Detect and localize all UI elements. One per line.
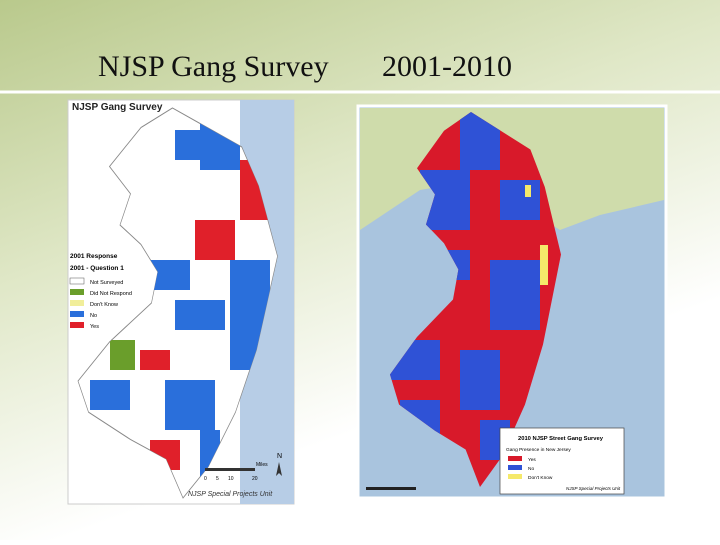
legend-swatch — [508, 456, 522, 461]
map-2001-title: NJSP Gang Survey — [72, 102, 163, 113]
legend-item: No — [90, 313, 97, 319]
legend-item: Don't Know — [528, 475, 553, 481]
legend-item: Did Not Respond — [90, 291, 132, 297]
map-2010-legend: 2010 NJSP Street Gang Survey Gang Presen… — [499, 427, 625, 495]
map-2001-legend: 2001 Response 2001 - Question 1 Not Surv… — [69, 253, 132, 330]
scale-label: 5 — [216, 476, 219, 482]
map-2001-scale: 0 5 10 20 Miles N — [204, 453, 282, 482]
map-2010-scale-bar — [366, 487, 416, 490]
legend-swatch — [70, 300, 84, 306]
legend-credit: NJSP Special Projects Unit — [566, 486, 621, 491]
legend-swatch — [70, 289, 84, 295]
scale-label: 10 — [228, 476, 234, 482]
legend-item: Not Surveyed — [90, 280, 123, 286]
legend-swatch — [70, 311, 84, 317]
legend-subtitle: Gang Presence in New Jersey — [506, 447, 571, 453]
legend-item: Yes — [528, 457, 536, 463]
north-arrow-shape — [276, 462, 282, 476]
legend-title: 2001 Response — [70, 253, 118, 260]
legend-item: No — [528, 466, 534, 472]
scale-unit: Miles — [256, 462, 268, 468]
legend-item: Don't Know — [90, 302, 118, 308]
map-2010-regions — [390, 112, 548, 460]
legend-subtitle: 2001 - Question 1 — [70, 265, 124, 272]
legend-swatch — [70, 322, 84, 328]
scale-label: 20 — [252, 476, 258, 482]
north-arrow: N — [277, 453, 282, 460]
legend-item: Yes — [90, 324, 99, 330]
scale-bar — [205, 468, 255, 471]
legend-swatch — [508, 465, 522, 470]
legend-swatch — [69, 277, 85, 285]
map-2001-credit: NJSP Special Projects Unit — [188, 491, 273, 498]
legend-title: 2010 NJSP Street Gang Survey — [518, 436, 604, 442]
slide-title: NJSP Gang Survey — [98, 50, 329, 83]
slide-title-years: 2001-2010 — [382, 50, 512, 83]
legend-swatch — [508, 474, 522, 479]
scale-label: 0 — [204, 476, 207, 482]
